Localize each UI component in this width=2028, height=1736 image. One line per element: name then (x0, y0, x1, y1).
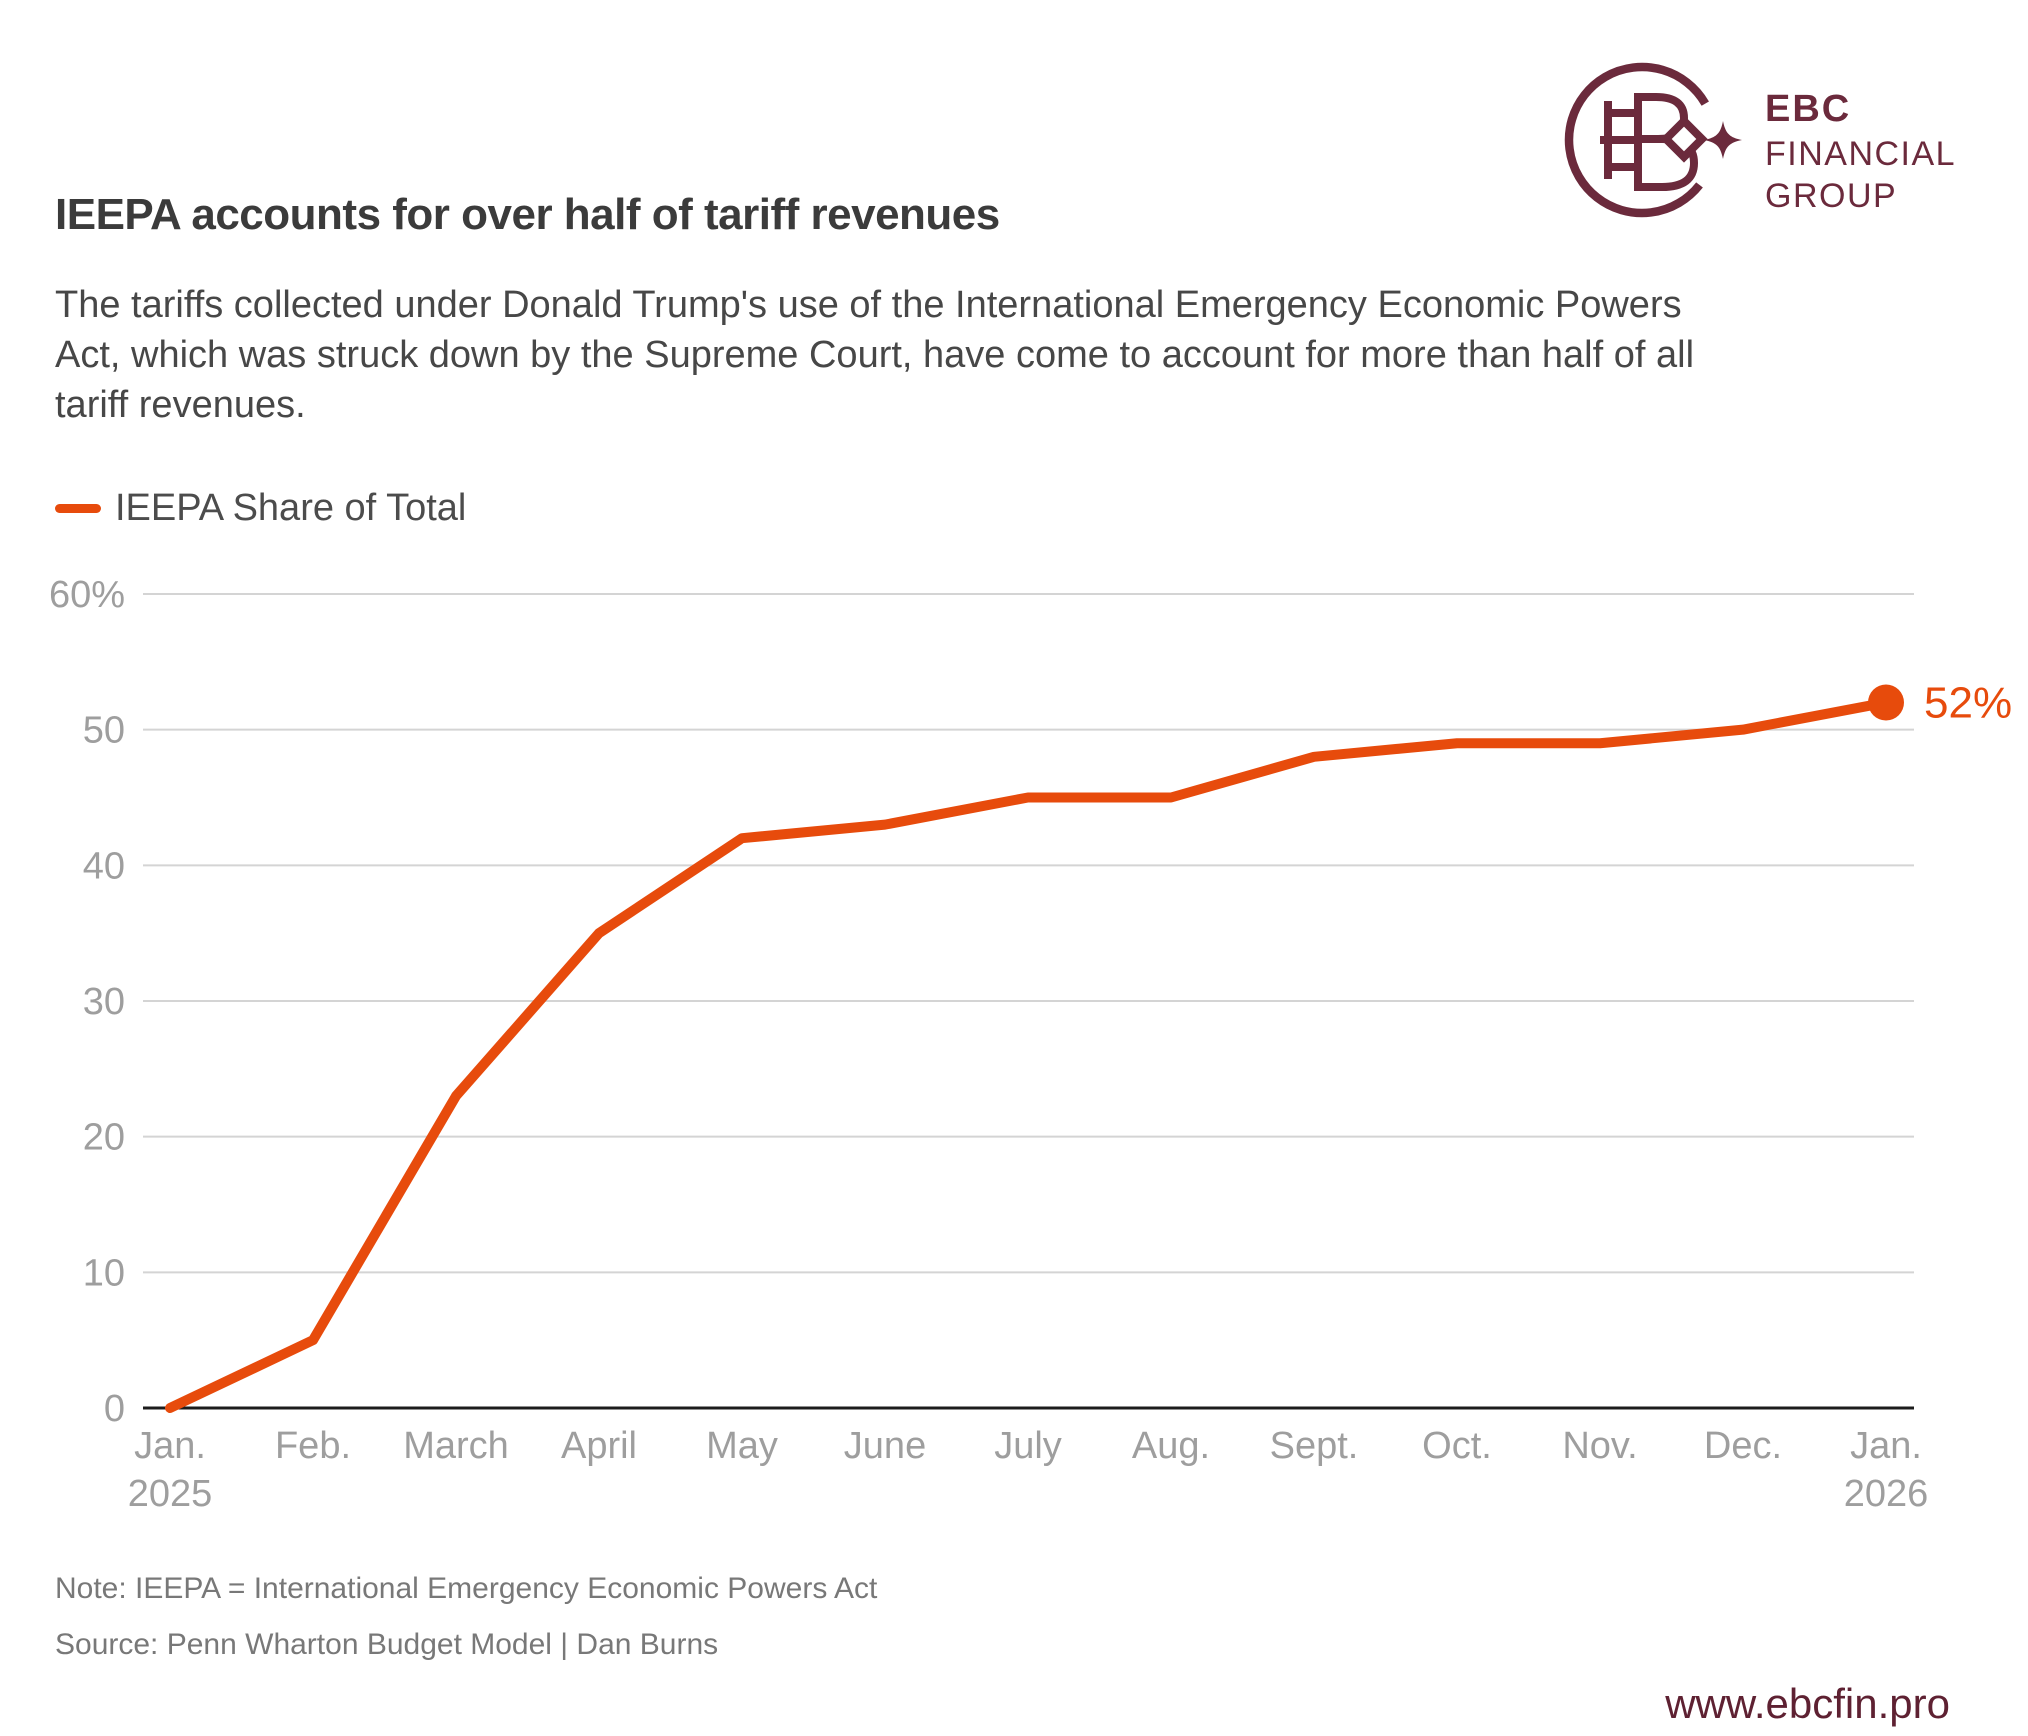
chart-note: Note: IEEPA = International Emergency Ec… (55, 1572, 878, 1605)
y-tick-label-0: 0 (104, 1388, 125, 1430)
y-tick-label-10: 10 (83, 1252, 125, 1294)
ebc-logo: EBC FINANCIAL GROUP (1560, 55, 1960, 225)
x-tick-year-12: 2026 (1844, 1473, 1929, 1515)
x-tick-label-5: June (844, 1425, 926, 1467)
x-tick-label-10: Nov. (1562, 1425, 1637, 1467)
legend-label: IEEPA Share of Total (115, 487, 467, 529)
y-tick-label-50: 50 (83, 710, 125, 752)
x-tick-label-12: Jan. (1850, 1425, 1922, 1467)
ebc-logo-circle (1564, 62, 1720, 218)
chart-subtitle: The tariffs collected under Donald Trump… (55, 280, 1694, 430)
x-tick-label-4: May (706, 1425, 778, 1467)
x-tick-label-8: Sept. (1270, 1425, 1359, 1467)
ebc-logo-monogram (1600, 93, 1708, 191)
series-end-label: 52% (1924, 679, 2012, 728)
x-tick-label-3: April (561, 1425, 637, 1467)
legend-line-swatch (55, 504, 101, 513)
y-tick-label-60: 60% (49, 574, 125, 616)
subtitle-line-2: Act, which was struck down by the Suprem… (55, 334, 1695, 376)
x-tick-label-9: Oct. (1422, 1425, 1492, 1467)
sparkle-icon (1704, 121, 1742, 159)
subtitle-line-3: tariff revenues. (55, 384, 306, 426)
x-tick-label-1: Feb. (275, 1425, 351, 1467)
ebc-logo-graphic: EBC FINANCIAL GROUP (1564, 62, 1956, 218)
series-end-dot (1868, 684, 1904, 721)
y-tick-label-40: 40 (83, 845, 125, 887)
x-tick-label-11: Dec. (1704, 1425, 1782, 1467)
x-tick-year-0: 2025 (128, 1473, 213, 1515)
chart-source: Source: Penn Wharton Budget Model | Dan … (55, 1628, 719, 1661)
x-tick-label-0: Jan. (134, 1425, 206, 1467)
y-tick-label-30: 30 (83, 981, 125, 1023)
y-tick-label-20: 20 (83, 1117, 125, 1159)
x-tick-label-6: July (994, 1425, 1062, 1467)
website-link[interactable]: www.ebcfin.pro (1665, 1680, 1950, 1727)
ebc-logo-text-2: FINANCIAL (1765, 135, 1956, 173)
subtitle-line-1: The tariffs collected under Donald Trump… (55, 284, 1682, 326)
ebc-logo-text-3: GROUP (1765, 177, 1897, 215)
x-tick-label-2: March (403, 1425, 509, 1467)
page-title: IEEPA accounts for over half of tariff r… (55, 190, 1000, 239)
chart-legend: IEEPA Share of Total (55, 487, 466, 530)
x-tick-label-7: Aug. (1132, 1425, 1210, 1467)
series-line (165, 697, 1891, 1413)
ebc-logo-text-1: EBC (1765, 88, 1851, 130)
